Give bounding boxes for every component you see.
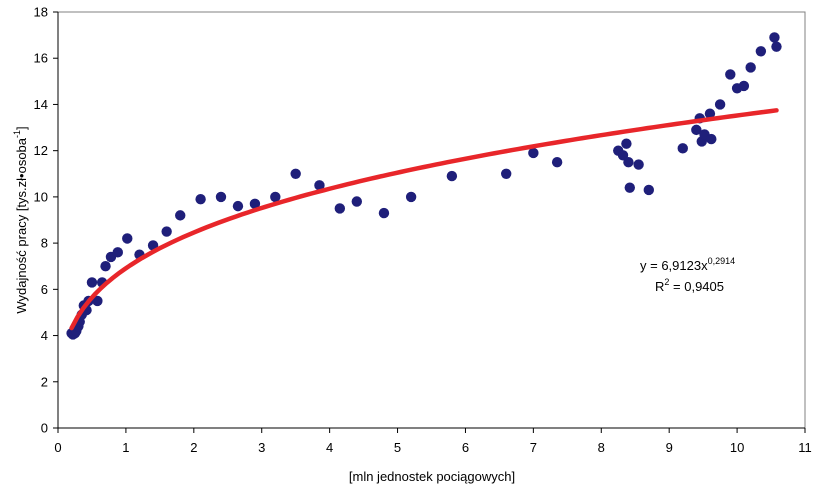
data-point bbox=[378, 207, 390, 219]
data-point bbox=[122, 233, 133, 244]
y-tick-label: 2 bbox=[41, 374, 48, 389]
data-point bbox=[249, 198, 261, 210]
data-point bbox=[725, 69, 736, 80]
x-tick-label: 5 bbox=[394, 440, 401, 455]
data-point bbox=[446, 170, 458, 182]
x-axis-title: [mln jednostek pociągowych] bbox=[349, 469, 515, 484]
data-point bbox=[623, 157, 634, 168]
data-point bbox=[528, 147, 539, 159]
data-point bbox=[714, 99, 726, 110]
x-tick-label: 11 bbox=[798, 440, 812, 455]
y-tick-label: 12 bbox=[34, 143, 48, 158]
data-point bbox=[771, 41, 782, 52]
y-tick-label: 14 bbox=[34, 97, 48, 112]
data-point bbox=[351, 196, 362, 207]
y-axis-title: Wydajność pracy [tys.zł•osoba-1] bbox=[12, 126, 29, 313]
x-tick-label: 0 bbox=[54, 440, 61, 455]
data-point bbox=[86, 277, 98, 288]
trendline bbox=[69, 108, 779, 331]
data-point bbox=[175, 210, 186, 221]
y-tick-label: 10 bbox=[34, 189, 48, 204]
x-tick-label: 7 bbox=[530, 440, 537, 455]
data-point bbox=[112, 247, 123, 258]
x-tick-label: 4 bbox=[326, 440, 333, 455]
data-point bbox=[704, 108, 716, 119]
x-tick-label: 1 bbox=[122, 440, 129, 455]
data-point bbox=[405, 191, 417, 203]
y-axis: 0 2 4 6 8 10 12 14 16 18 bbox=[34, 5, 59, 436]
data-point bbox=[290, 168, 301, 179]
data-point bbox=[551, 157, 563, 168]
data-point bbox=[755, 46, 767, 57]
data-point bbox=[232, 200, 244, 212]
y-tick-label: 0 bbox=[41, 421, 48, 436]
x-axis: 0 1 2 3 4 5 6 7 8 9 10 11 bbox=[54, 427, 812, 455]
x-tick-label: 10 bbox=[730, 440, 744, 455]
data-point bbox=[334, 203, 346, 214]
data-point bbox=[621, 138, 632, 149]
data-point bbox=[161, 226, 172, 237]
equation-exponent: 0,2914 bbox=[708, 256, 736, 266]
r2-prefix: R bbox=[655, 279, 664, 294]
data-point bbox=[677, 143, 688, 154]
equation-prefix: y = 6,9123x bbox=[640, 258, 708, 273]
y-tick-label: 8 bbox=[41, 236, 48, 251]
y-tick-label: 6 bbox=[41, 282, 48, 297]
x-tick-label: 9 bbox=[666, 440, 673, 455]
y-tick-label: 4 bbox=[41, 328, 48, 343]
plot-border bbox=[57, 11, 806, 429]
data-point bbox=[100, 261, 111, 272]
x-tick-label: 2 bbox=[190, 440, 197, 455]
data-point bbox=[195, 194, 206, 205]
data-point bbox=[314, 180, 325, 191]
data-point bbox=[633, 159, 644, 170]
data-point bbox=[769, 32, 780, 43]
data-point bbox=[215, 191, 227, 203]
x-tick-label: 6 bbox=[462, 440, 469, 455]
r2-value: = 0,9405 bbox=[669, 279, 724, 294]
data-point bbox=[738, 80, 750, 92]
data-point bbox=[501, 168, 512, 179]
data-point bbox=[745, 62, 756, 73]
y-axis-title-main: Wydajność pracy [tys.zł•osoba bbox=[14, 137, 29, 313]
data-point bbox=[706, 133, 717, 145]
data-point bbox=[643, 184, 655, 196]
r2-exponent: 2 bbox=[664, 277, 669, 287]
data-point bbox=[92, 295, 103, 307]
y-tick-label: 16 bbox=[34, 51, 48, 66]
data-point bbox=[691, 124, 702, 136]
data-point bbox=[270, 191, 281, 203]
y-axis-title-close: ] bbox=[14, 126, 29, 130]
svg-text:Wydajność pracy [tys.zł•osoba-: Wydajność pracy [tys.zł•osoba-1] bbox=[12, 126, 29, 313]
r2-label: R2 = 0,9405 bbox=[655, 277, 724, 294]
x-tick-label: 3 bbox=[258, 440, 265, 455]
x-tick-label: 8 bbox=[598, 440, 605, 455]
y-tick-label: 18 bbox=[34, 5, 48, 20]
equation-label: y = 6,9123x0,2914 bbox=[640, 256, 735, 273]
data-point bbox=[624, 182, 635, 193]
y-axis-title-exponent: -1 bbox=[12, 130, 22, 138]
